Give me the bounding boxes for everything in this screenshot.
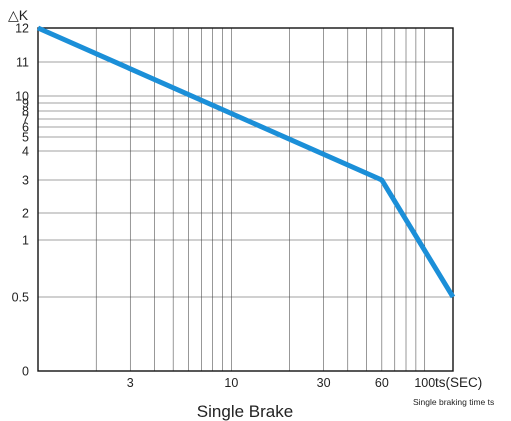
y-tick-2: 2 [22, 207, 29, 221]
chart-title: Single Brake [197, 402, 293, 421]
x-tick-60: 60 [375, 376, 389, 390]
x-axis-caption: Single braking time ts [413, 397, 494, 407]
y-tick-0: 0 [22, 365, 29, 379]
y-tick-5: 5 [22, 131, 29, 145]
y-tick-1: 1 [22, 234, 29, 248]
y-tick-8: 8 [22, 105, 29, 119]
y-tick-6: 6 [22, 121, 29, 135]
y-tick-11: 11 [16, 56, 29, 70]
y-tick-7: 7 [22, 113, 29, 127]
plot-frame [37, 27, 454, 372]
y-tick-4: 4 [22, 145, 29, 159]
x-tick-10: 10 [224, 376, 238, 390]
x-axis-label: ts(SEC) [435, 375, 482, 390]
y-tick-3: 3 [22, 174, 29, 188]
x-tick-labels: 3 10 30 60 100 [127, 376, 435, 390]
horizontal-gridlines [38, 61, 453, 298]
y-tick-10: 10 [15, 90, 29, 104]
x-tick-3: 3 [127, 376, 134, 390]
y-tick-9: 9 [22, 97, 29, 111]
x-tick-30: 30 [317, 376, 331, 390]
y-axis-label: △K [8, 7, 29, 23]
y-tick-0.5: 0.5 [12, 291, 29, 305]
series-line [36, 25, 456, 299]
y-tick-12: 12 [15, 22, 29, 36]
x-tick-100: 100 [414, 376, 435, 390]
vertical-gridlines [95, 28, 426, 371]
